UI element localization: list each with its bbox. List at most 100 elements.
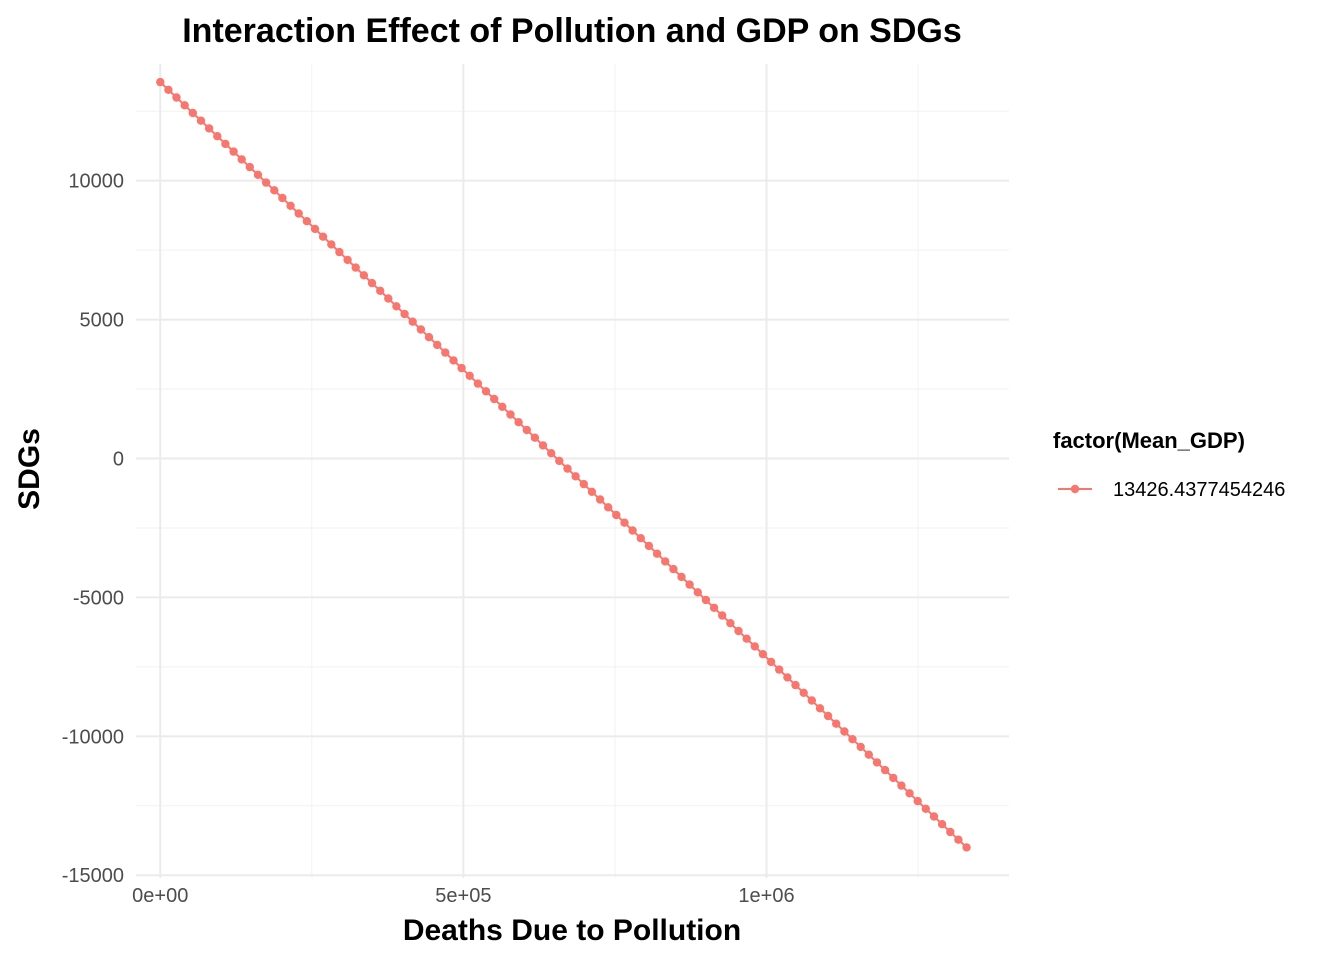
data-point <box>620 518 629 527</box>
data-point <box>457 363 466 373</box>
data-point <box>498 402 507 411</box>
data-point <box>538 441 548 450</box>
data-point <box>937 820 947 829</box>
data-point <box>335 247 344 257</box>
data-point <box>180 101 189 110</box>
data-point <box>327 240 336 249</box>
data-point <box>799 688 808 697</box>
x-axis-title: Deaths Due to Pollution <box>403 914 741 947</box>
data-point <box>547 449 556 458</box>
data-point <box>669 564 678 574</box>
data-point <box>555 456 564 466</box>
data-point <box>278 193 287 203</box>
data-point <box>441 348 450 357</box>
data-point <box>595 495 605 504</box>
x-tick-label: 0e+00 <box>132 885 188 907</box>
data-point <box>872 758 882 767</box>
data-point <box>213 132 222 141</box>
data-point <box>343 255 352 265</box>
chart-title: Interaction Effect of Pollution and GDP … <box>182 12 962 50</box>
data-point <box>229 147 238 156</box>
data-point <box>245 162 254 172</box>
x-tick-label: 1e+06 <box>738 885 794 907</box>
data-point <box>758 650 768 659</box>
legend-title: factor(Mean_GDP) <box>1053 428 1245 453</box>
data-point <box>636 534 645 543</box>
data-point <box>587 487 597 496</box>
data-point <box>172 93 181 102</box>
data-point <box>571 472 580 481</box>
data-point <box>807 696 816 705</box>
data-point <box>750 642 759 651</box>
data-point <box>832 719 841 728</box>
data-point <box>734 626 743 636</box>
data-point <box>465 371 474 380</box>
data-point <box>775 665 784 674</box>
data-point <box>294 209 303 218</box>
data-point <box>962 843 971 852</box>
data-point <box>351 263 360 272</box>
legend-label: 13426.4377454246 <box>1113 479 1285 501</box>
data-point <box>286 201 295 210</box>
data-point <box>237 155 246 164</box>
data-point <box>954 835 963 844</box>
data-point <box>384 294 393 303</box>
y-tick-label: 10000 <box>68 171 124 193</box>
data-point <box>897 781 906 790</box>
data-point <box>376 286 385 295</box>
y-tick-label: 0 <box>113 448 124 470</box>
x-tick-label: 5e+05 <box>435 885 491 907</box>
data-point <box>791 680 800 690</box>
y-tick-label: -5000 <box>73 587 124 609</box>
data-point <box>506 410 515 419</box>
data-point <box>840 727 849 736</box>
data-point <box>946 827 955 837</box>
data-point <box>302 217 312 226</box>
data-point <box>310 224 320 234</box>
data-point <box>400 309 409 319</box>
data-point <box>408 317 417 326</box>
y-tick-label: -10000 <box>62 726 124 748</box>
grid <box>136 64 1009 878</box>
data-point <box>848 735 857 744</box>
data-point <box>318 232 328 241</box>
data-point <box>261 178 271 187</box>
y-axis-title: SDGs <box>13 428 46 510</box>
data-point <box>164 85 173 95</box>
data-point <box>490 394 499 404</box>
data-point <box>856 742 865 752</box>
data-point <box>677 572 686 582</box>
data-point <box>424 333 434 342</box>
data-point <box>433 340 442 350</box>
data-point <box>612 510 621 520</box>
legend-items: 13426.4377454246 <box>1058 479 1285 501</box>
data-point <box>921 804 930 813</box>
data-point <box>628 526 637 535</box>
data-point <box>156 77 165 87</box>
data-point <box>416 325 426 334</box>
data-point <box>823 711 833 721</box>
y-axis-ticks: 10000 5000 0 -5000 -10000 -15000 <box>62 171 124 888</box>
data-point <box>726 619 735 628</box>
y-tick-label: 5000 <box>80 310 125 332</box>
data-point <box>270 186 279 195</box>
data-point <box>889 773 898 783</box>
data-point <box>913 796 922 806</box>
data-point <box>204 124 214 133</box>
data-point <box>188 108 197 118</box>
data-point <box>815 704 825 713</box>
data-point <box>604 503 613 512</box>
data-point <box>196 116 206 125</box>
data-point <box>644 541 654 551</box>
data-point <box>563 464 572 473</box>
y-tick-label: -15000 <box>62 865 124 887</box>
data-point <box>449 356 458 365</box>
data-point <box>473 379 483 388</box>
series-layer <box>156 77 971 852</box>
data-point <box>905 789 914 798</box>
data-point <box>514 418 523 427</box>
data-point <box>661 557 670 566</box>
legend: factor(Mean_GDP) 13426.4377454246 <box>1053 428 1285 501</box>
data-point <box>742 634 751 643</box>
